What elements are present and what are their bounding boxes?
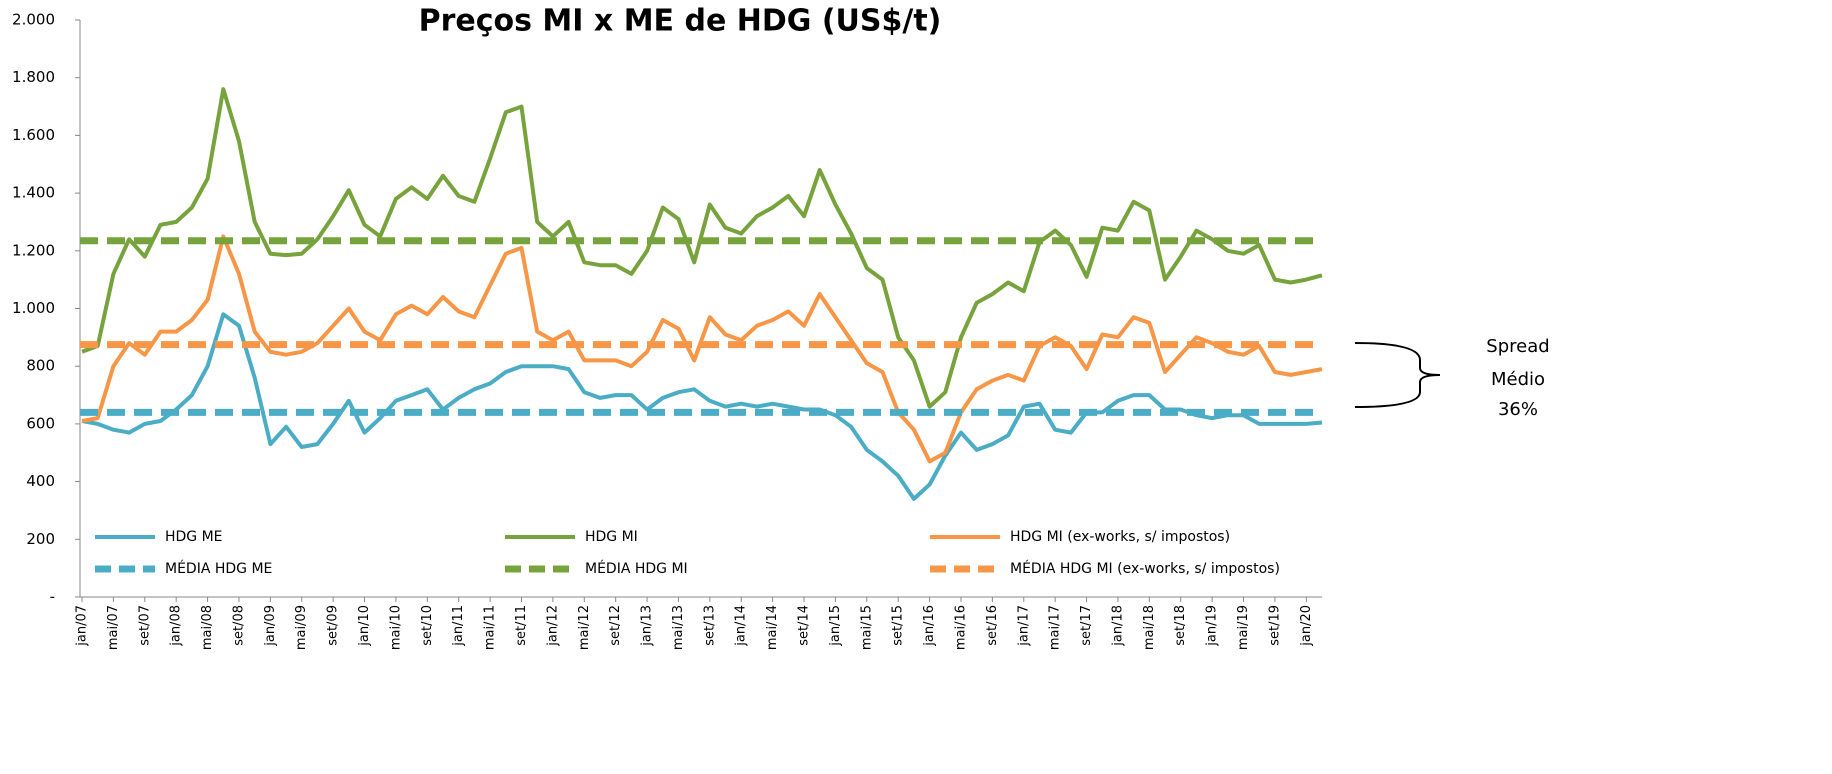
x-tick-label: mai/08	[200, 605, 215, 650]
x-tick-label: jan/17	[1016, 605, 1031, 647]
x-tick-label: mai/11	[483, 605, 498, 650]
x-tick-label: set/16	[985, 605, 1000, 646]
x-tick-label: set/12	[608, 605, 623, 646]
spread-brace	[1354, 342, 1441, 408]
legend-label: MÉDIA HDG MI (ex-works, s/ impostos)	[1010, 560, 1280, 577]
chart-title: Preços MI x ME de HDG (US$/t)	[419, 4, 942, 39]
x-tick-label: jan/07	[75, 605, 90, 647]
x-tick-label: mai/07	[106, 605, 121, 650]
annotation: Médio	[1491, 369, 1545, 390]
y-tick-label: 1.600	[12, 126, 55, 144]
x-tick-label: jan/18	[1110, 605, 1125, 647]
x-tick-label: jan/12	[545, 605, 560, 647]
x-tick-label: mai/13	[671, 605, 686, 650]
x-tick-label: mai/16	[953, 605, 968, 650]
x-tick-label: set/14	[797, 605, 812, 646]
annotation: 36%	[1498, 399, 1538, 420]
annotation: Spread	[1486, 336, 1549, 357]
legend-label: MÉDIA HDG MI	[585, 560, 688, 577]
legend-label: HDG MI	[585, 529, 638, 545]
y-tick-label: 1.200	[12, 241, 55, 259]
x-tick-label: jan/08	[169, 605, 184, 647]
y-tick-label: 1.000	[12, 299, 55, 317]
x-tick-label: set/09	[326, 605, 341, 646]
x-tick-label: set/07	[137, 605, 152, 646]
x-tick-label: jan/20	[1299, 605, 1314, 647]
x-tick-label: mai/10	[388, 605, 403, 650]
x-tick-label: set/18	[1173, 605, 1188, 646]
x-tick-label: set/17	[1079, 605, 1094, 646]
x-tick-label: jan/16	[922, 605, 937, 647]
x-tick-label: jan/11	[451, 605, 466, 647]
y-tick-label: 400	[26, 472, 55, 490]
legend-label: HDG ME	[165, 529, 223, 545]
x-tick-label: set/11	[514, 605, 529, 646]
x-tick-label: mai/18	[1142, 605, 1157, 650]
x-tick-label: jan/13	[640, 605, 655, 647]
y-tick-label: 200	[26, 530, 55, 548]
x-tick-label: mai/15	[859, 605, 874, 650]
x-tick-label: set/19	[1267, 605, 1282, 646]
series-line	[81, 312, 1323, 501]
y-tick-label: 1.400	[12, 184, 55, 202]
x-tick-label: set/13	[702, 605, 717, 646]
x-tick-label: jan/09	[263, 605, 278, 647]
x-tick-label: mai/12	[577, 605, 592, 650]
x-tick-label: jan/10	[357, 605, 372, 647]
x-tick-label: mai/17	[1048, 605, 1063, 650]
x-tick-label: jan/19	[1205, 605, 1220, 647]
legend-label: MÉDIA HDG ME	[165, 560, 272, 577]
legend-label: HDG MI (ex-works, s/ impostos)	[1010, 529, 1230, 545]
y-tick-label: -	[50, 588, 55, 606]
series-line	[81, 234, 1323, 464]
x-tick-label: set/10	[420, 605, 435, 646]
x-tick-label: mai/09	[294, 605, 309, 650]
x-tick-label: mai/14	[765, 605, 780, 650]
x-tick-label: set/08	[231, 605, 246, 646]
y-tick-label: 800	[26, 357, 55, 375]
x-tick-label: jan/14	[734, 605, 749, 647]
y-tick-label: 1.800	[12, 68, 55, 86]
y-tick-label: 2.000	[12, 11, 55, 29]
x-tick-label: mai/19	[1236, 605, 1251, 650]
y-tick-label: 600	[26, 414, 55, 432]
series-line	[81, 87, 1323, 409]
x-tick-label: set/15	[891, 605, 906, 646]
x-tick-label: jan/15	[828, 605, 843, 647]
